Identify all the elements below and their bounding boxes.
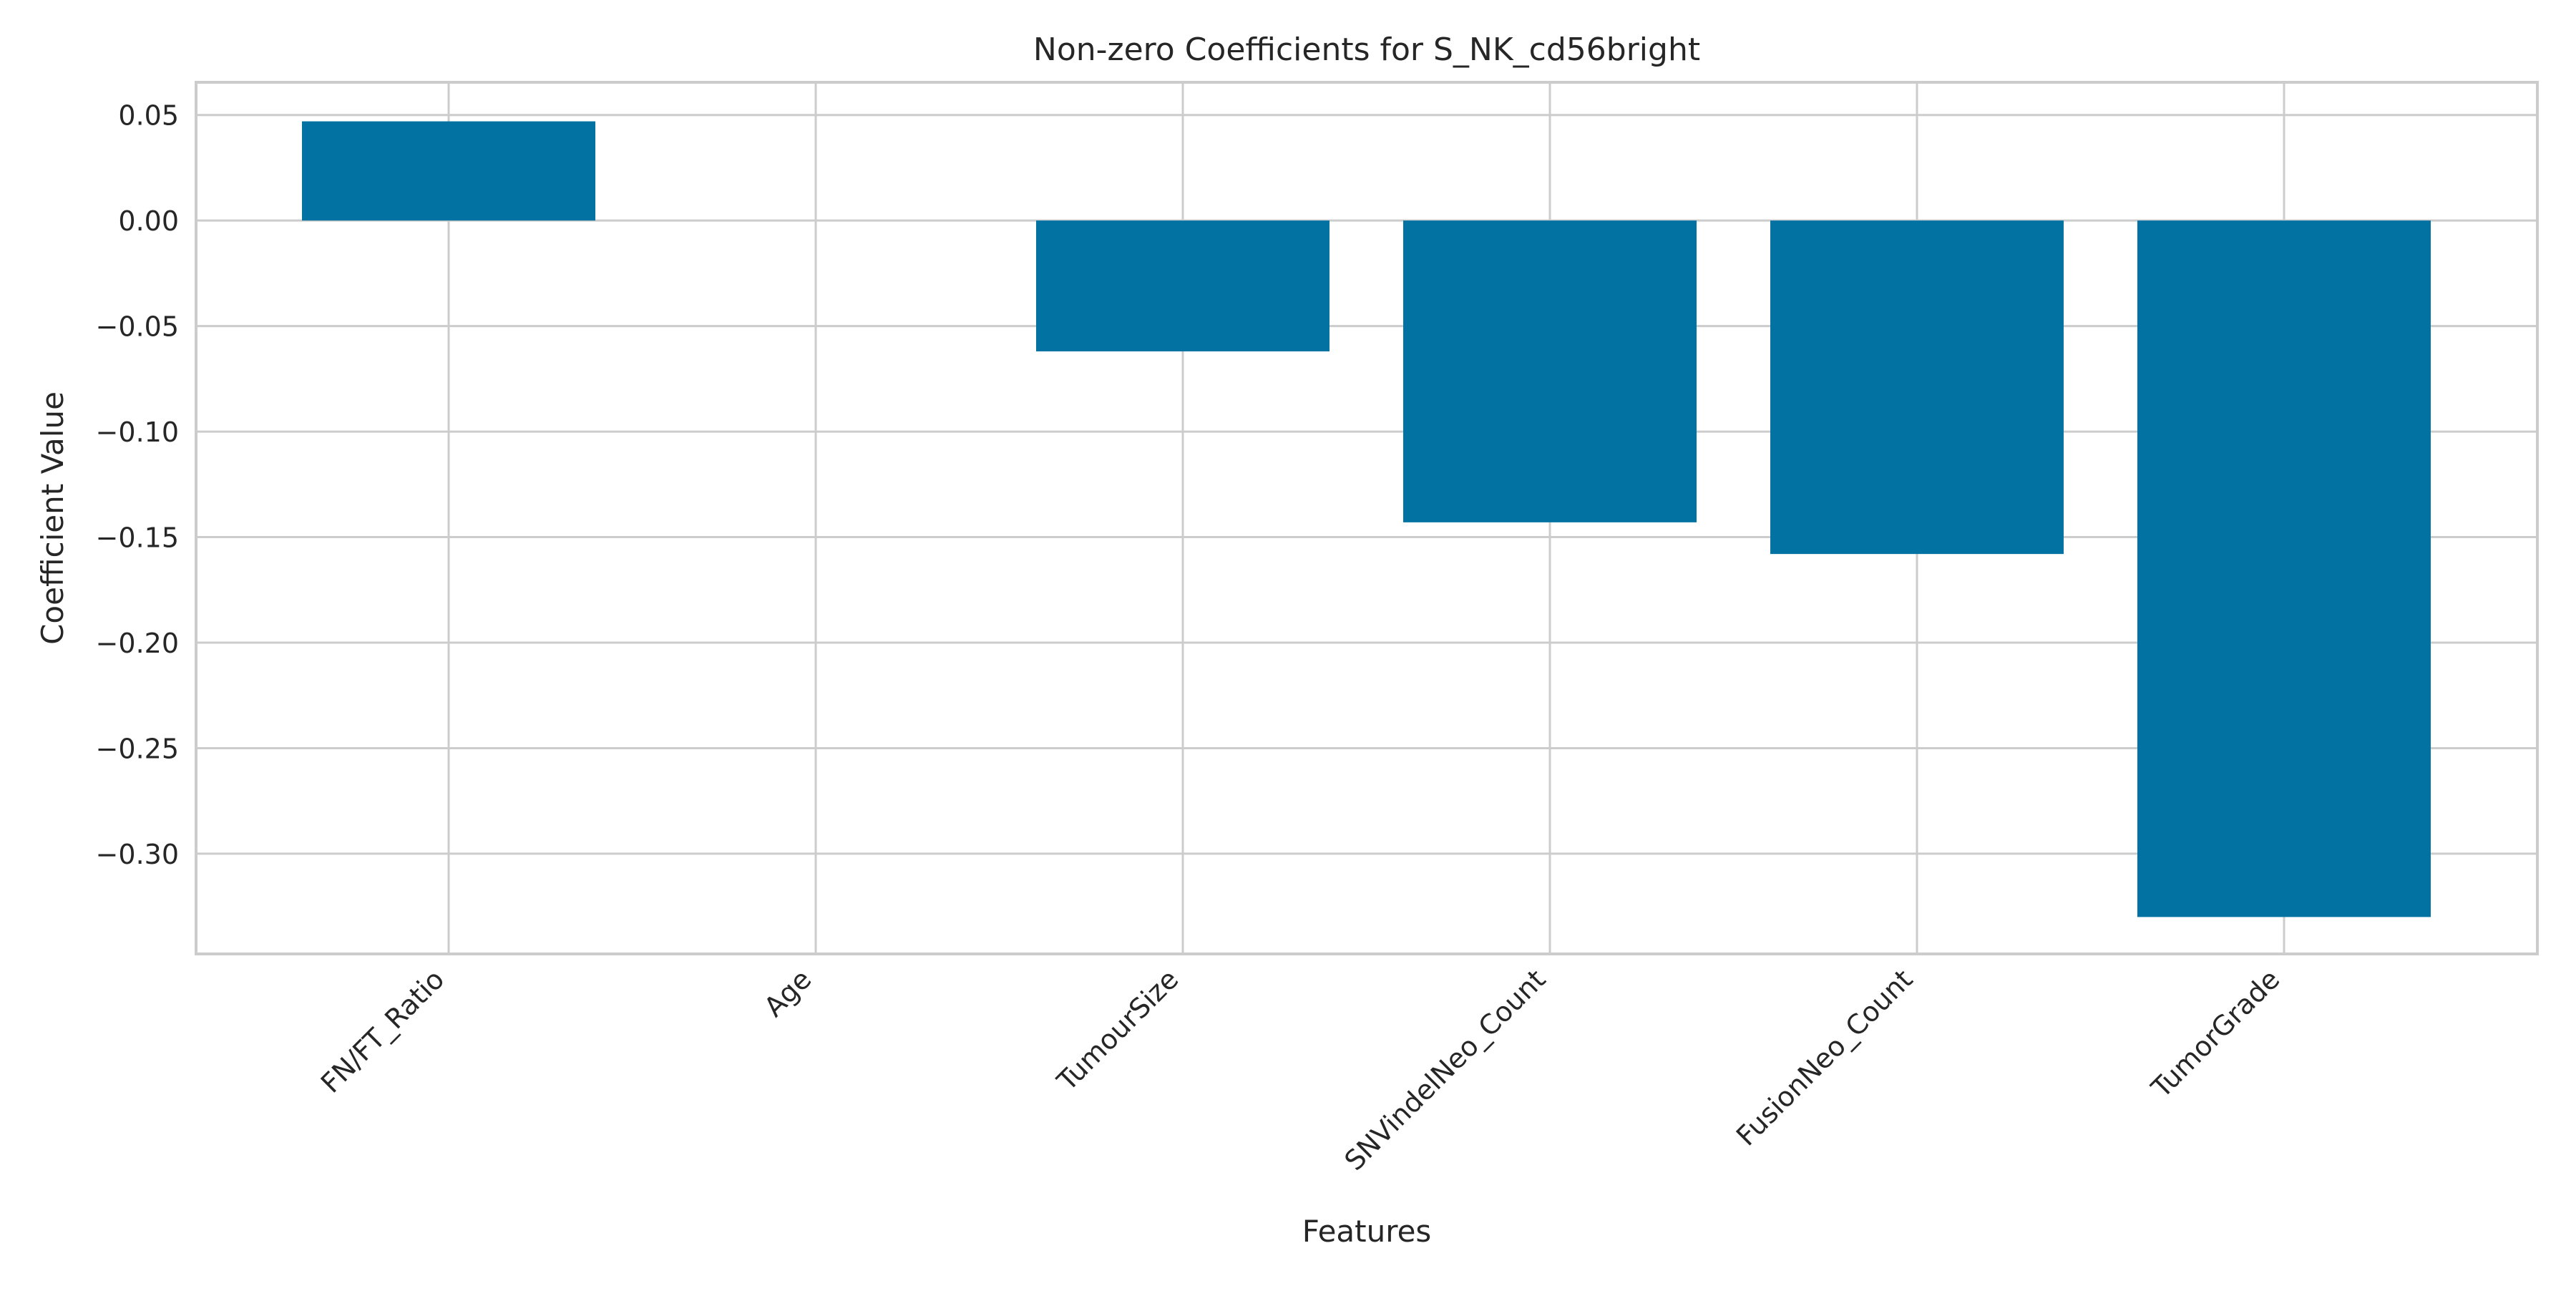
y-tick-label: −0.05 <box>96 311 179 343</box>
chart-title: Non-zero Coefficients for S_NK_cd56brigh… <box>1033 31 1700 68</box>
y-tick-label: 0.05 <box>118 100 179 132</box>
y-tick-label: −0.15 <box>96 522 179 554</box>
y-tick-label: −0.30 <box>96 839 179 870</box>
y-tick-labels: 0.05 0.00 −0.05 −0.10 −0.15 −0.20 −0.25 −0.30 <box>96 100 179 870</box>
y-tick-label: −0.20 <box>96 628 179 659</box>
bar-tumorgrade <box>2137 220 2431 917</box>
bar-tumoursize <box>1036 220 1330 352</box>
bar-snvindelneo-count <box>1403 220 1697 522</box>
axes-frame <box>195 81 2539 955</box>
y-tick-label: −0.10 <box>96 416 179 448</box>
y-tick-label: 0.00 <box>118 205 179 237</box>
bar-fn-ft-ratio <box>302 121 595 221</box>
y-tick-label: −0.25 <box>96 733 179 764</box>
x-axis-label: Features <box>1302 1214 1432 1249</box>
bar-fusionneo-count <box>1770 220 2064 555</box>
y-axis-label: Coefficient Value <box>35 391 70 645</box>
bars-layer <box>302 121 2431 917</box>
